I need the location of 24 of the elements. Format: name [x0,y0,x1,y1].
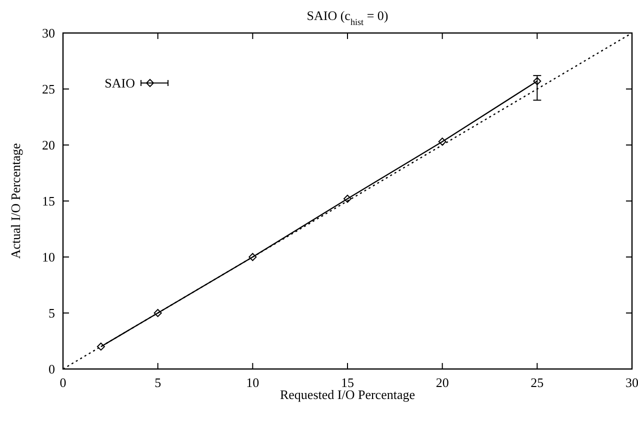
point [154,309,162,317]
legend-label: SAIO [104,76,135,90]
point [438,138,446,146]
y-tick-label: 15 [42,194,55,208]
x-tick-label: 25 [530,375,544,390]
chart-title: SAIO (c$_{hist}$ = 0) [306,8,388,27]
point [533,77,542,86]
y-tick-label: 5 [48,306,55,320]
x-tick-label: 10 [246,375,260,390]
y-tick-label: 10 [42,250,55,264]
x-tick-label: 30 [626,375,638,390]
point [344,194,352,203]
point [96,342,105,351]
x-tick-label: 5 [154,375,162,390]
point [248,253,257,261]
x-tick-label: 15 [341,375,354,390]
y-tick-label: 0 [48,362,55,376]
y-tick-label: 30 [42,26,55,40]
y-axis-title: Actual I/O Percentage [8,143,23,259]
x-axis-title: Requested I/O Percentage [280,387,416,402]
y-tick-label: 25 [42,82,55,96]
x-tick-label: 20 [436,375,449,390]
y-tick-label: 20 [42,138,55,152]
x-tick-label: 0 [60,375,66,390]
